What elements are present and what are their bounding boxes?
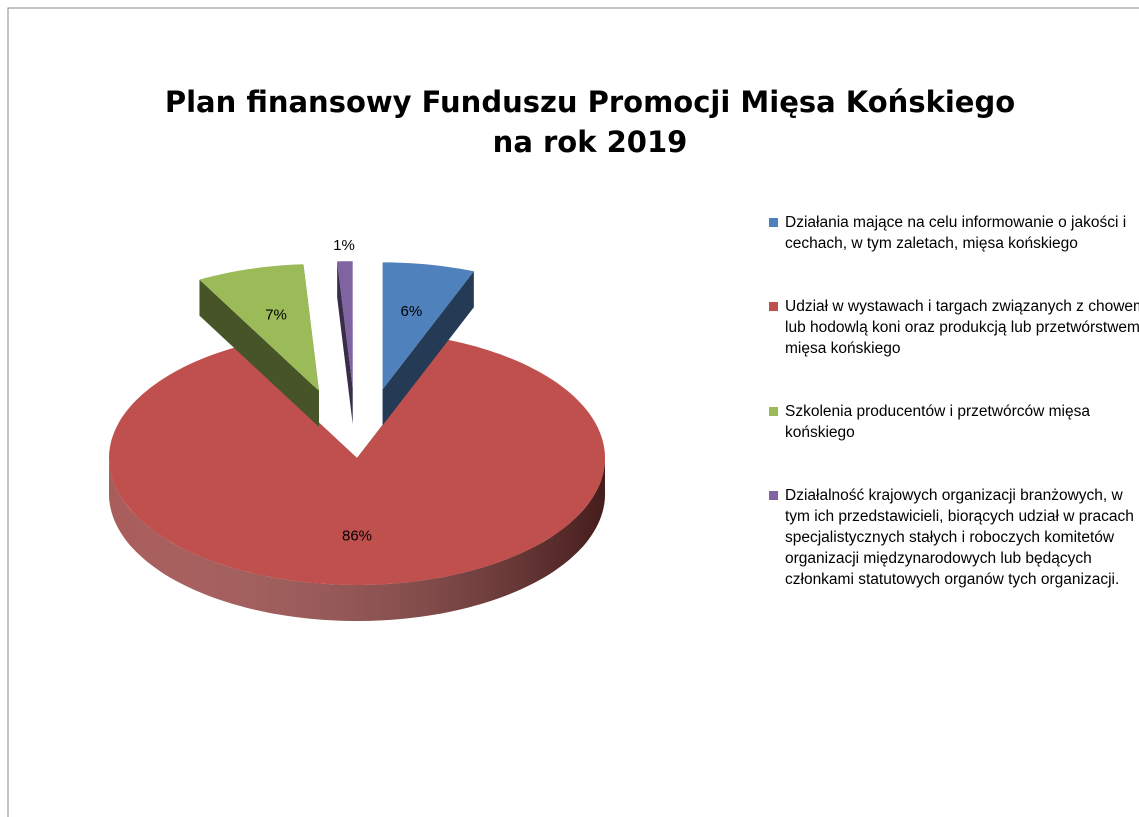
legend-entry: Udział w wystawach i targach związanych …	[769, 296, 1139, 359]
pie: 6% 86% 7% 1%	[109, 237, 605, 621]
legend-swatch	[769, 302, 778, 311]
legend-label: Udział w wystawach i targach związanych …	[785, 298, 1139, 357]
data-label: 7%	[265, 306, 287, 323]
chart-title: Plan finansowy Funduszu Promocji Mięsa K…	[165, 85, 1015, 119]
slice-side-shade	[109, 458, 605, 621]
slice-wall	[337, 261, 353, 425]
slice	[382, 262, 474, 426]
slice-wall	[199, 279, 319, 427]
chart-title: na rok 2019	[493, 125, 688, 159]
slice	[337, 261, 353, 425]
legend-label: Szkolenia producentów i przetwórców mięs…	[785, 403, 1090, 441]
slice-top	[109, 339, 605, 585]
legend-swatch	[769, 407, 778, 416]
legend-entry: Działalność krajowych organizacji branżo…	[769, 485, 1139, 590]
legend-entry: Szkolenia producentów i przetwórców mięs…	[769, 401, 1139, 443]
slice-top	[199, 264, 319, 391]
data-label: 1%	[333, 237, 355, 254]
legend-label: Działania mające na celu informowanie o …	[785, 214, 1127, 252]
legend-entry: Działania mające na celu informowanie o …	[769, 212, 1139, 254]
data-label: 86%	[342, 528, 372, 545]
slice	[109, 339, 605, 621]
data-label: 6%	[401, 303, 423, 320]
legend-swatch	[769, 218, 778, 227]
slice	[199, 264, 319, 427]
chart-frame	[7, 7, 1139, 817]
legend-label: Działalność krajowych organizacji branżo…	[785, 487, 1134, 588]
legend: Działania mające na celu informowanie o …	[769, 212, 1139, 632]
slice-top	[382, 262, 474, 390]
slice-top	[337, 261, 353, 389]
slice-wall	[382, 271, 474, 426]
legend-swatch	[769, 491, 778, 500]
